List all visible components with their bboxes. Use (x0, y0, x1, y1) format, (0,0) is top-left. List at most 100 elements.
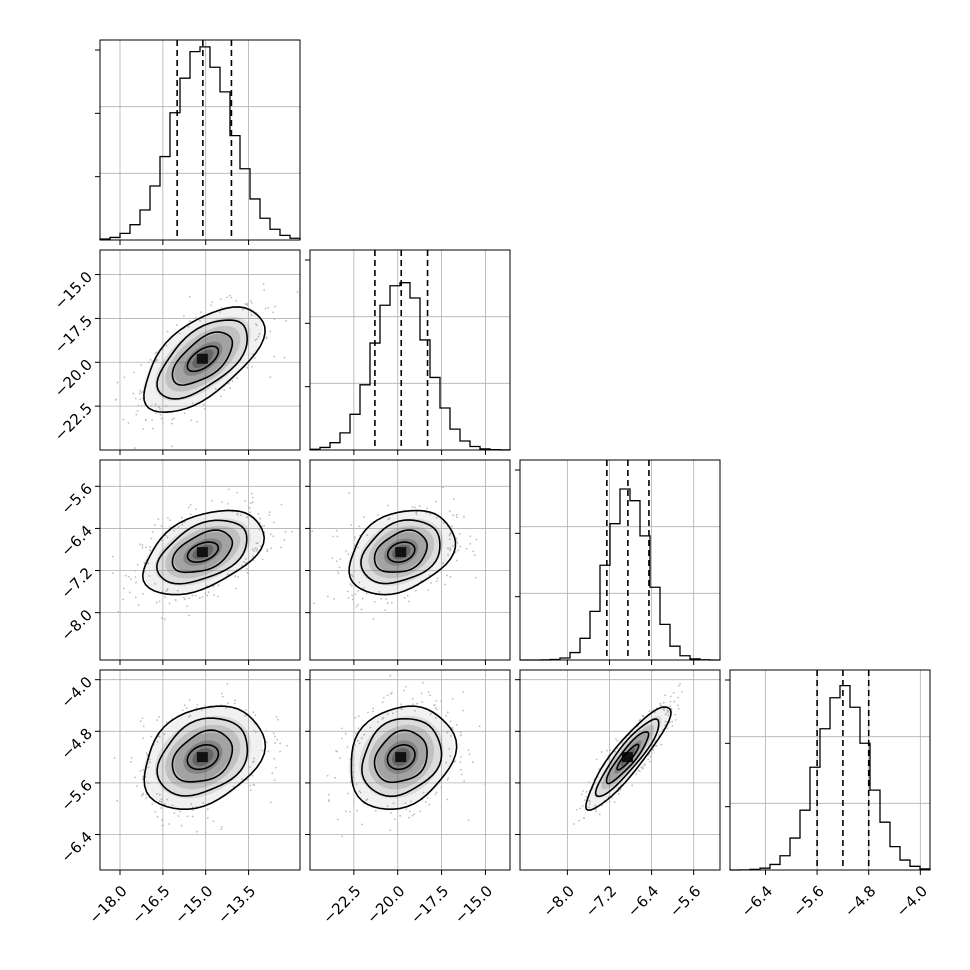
panel-1-0-point (137, 404, 140, 407)
panel-2-1-point (363, 516, 366, 519)
panel-2-0-point (143, 561, 146, 564)
panel-3-2-point (608, 758, 611, 761)
panel-3-2-xtick-label-2: −6.4 (624, 882, 662, 920)
panel-2-0-point (111, 555, 114, 558)
panel-2-0-point (254, 547, 257, 550)
panel-2-0-point (141, 544, 144, 547)
panel-1-0-point (229, 387, 231, 390)
panel-1-0-point (219, 311, 221, 313)
panel-3-0-point (149, 761, 151, 764)
panel-2-0-point (150, 537, 153, 540)
panel-2-0-point (284, 531, 287, 533)
panel-2-0-point (263, 531, 266, 533)
panel-2-1-point (360, 608, 363, 611)
panel-1-0-point (170, 422, 173, 425)
panel-3-0-point (165, 721, 168, 724)
panel-3-0-point (220, 828, 223, 831)
panel-3-1-point (513, 757, 515, 759)
panel-3-2-point (611, 796, 613, 799)
hist-2-steps (519, 488, 721, 661)
panel-3-1-point (382, 716, 385, 719)
panel-2-0-point (176, 589, 179, 592)
panel-2-0-contour-3 (141, 509, 266, 596)
panel-3-0-ytick-label-2: −4.8 (58, 725, 96, 763)
panel-1-0-point (245, 303, 248, 306)
panel-1-0-point (171, 445, 173, 448)
panel-1-0-point (134, 397, 137, 400)
panel-3-1-point (356, 739, 359, 742)
panel-1-0-contour-1 (171, 331, 234, 386)
panel-2-0-frame (99, 459, 301, 661)
panel-2-1-point (463, 515, 465, 518)
panel-2-1-point (336, 535, 339, 538)
panel-3-0-point (168, 823, 170, 825)
panel-2-1-point (339, 558, 342, 560)
panel-1-0-ytick-label-1: −20.0 (51, 356, 96, 401)
panel-1-0-point (255, 338, 258, 340)
panel-3-1-frame (309, 669, 511, 871)
panel-2-1-contour-3 (348, 509, 457, 596)
panel-3-1-point (396, 710, 399, 713)
panel-2-1-point (455, 516, 458, 519)
panel-2-0-point (204, 592, 206, 595)
panel-2-0-point (266, 548, 269, 551)
panel-3-2-point (677, 684, 680, 687)
panel-1-0-point (142, 428, 145, 430)
panel-2-0-point (256, 547, 258, 550)
panel-3-2-point (585, 790, 588, 793)
panel-1-0-point (164, 405, 167, 407)
panel-3-1-point (420, 692, 423, 695)
panel-2-1-point (472, 550, 475, 553)
panel-3-1-point (386, 713, 389, 715)
panel-1-0-frame (99, 249, 301, 451)
hist-panel-0 (95, 39, 301, 245)
panel-3-2-point (615, 737, 617, 740)
panel-3-0-point (234, 699, 237, 702)
panel-3-0-point (190, 803, 193, 806)
panel-2-0-point (127, 575, 130, 578)
panel-3-2-point (666, 711, 669, 714)
panel-3-2-point (650, 752, 653, 755)
panel-1-0-point (183, 412, 186, 415)
panel-3-1-point (445, 715, 447, 717)
panel-2-1-point (333, 598, 336, 600)
panel-2-0-point (163, 618, 166, 621)
panel-3-1-point (478, 725, 481, 728)
panel-3-0-content (113, 665, 289, 833)
panel-3-1-point (414, 709, 416, 712)
panel-1-0-point (136, 409, 139, 412)
panel-3-1-point (421, 681, 424, 684)
panel-1-0-point (140, 364, 142, 366)
panel-3-0-point (251, 774, 254, 777)
panel-1-0-point (258, 332, 261, 335)
panel-3-2-core (621, 752, 633, 763)
panel-3-1-point (459, 731, 462, 734)
panel-2-1-point (474, 576, 477, 579)
panel-2-1-point (351, 598, 354, 601)
panel-1-0-point (138, 392, 141, 395)
panel-3-0-point (183, 704, 186, 707)
panel-2-0-point (280, 546, 282, 549)
panel-1-0-point (202, 403, 205, 406)
panel-1-0-point (247, 353, 250, 356)
panel-3-1-core (395, 752, 407, 763)
panel-2-0-ytick-label-0: −8.0 (58, 606, 96, 644)
panel-2-0-point (261, 525, 264, 528)
panel-3-2-xtick-label-0: −8.0 (540, 882, 578, 920)
panel-3-0-contour-3 (143, 705, 267, 811)
panel-3-1-point (393, 818, 396, 821)
panel-3-1-point (358, 742, 361, 745)
panel-3-0: −18.0−16.5−15.0−13.5 −6.4 −5.6 −4.8 −4.0 (58, 665, 301, 927)
panel-3-0-point (213, 665, 215, 667)
panel-2-0-point (270, 547, 273, 550)
panel-3-0-point (158, 793, 161, 796)
panel-3-2-content (573, 682, 683, 825)
panel-3-1-point (462, 690, 465, 693)
panel-3-2-point (635, 773, 638, 776)
panel-1-0-point (195, 317, 197, 319)
panel-2-0-point (162, 591, 164, 593)
hist-1-steps (309, 282, 511, 451)
panel-1-0-point (200, 311, 203, 314)
panel-3-2-point (672, 692, 675, 694)
panel-2-1-point (350, 584, 353, 587)
